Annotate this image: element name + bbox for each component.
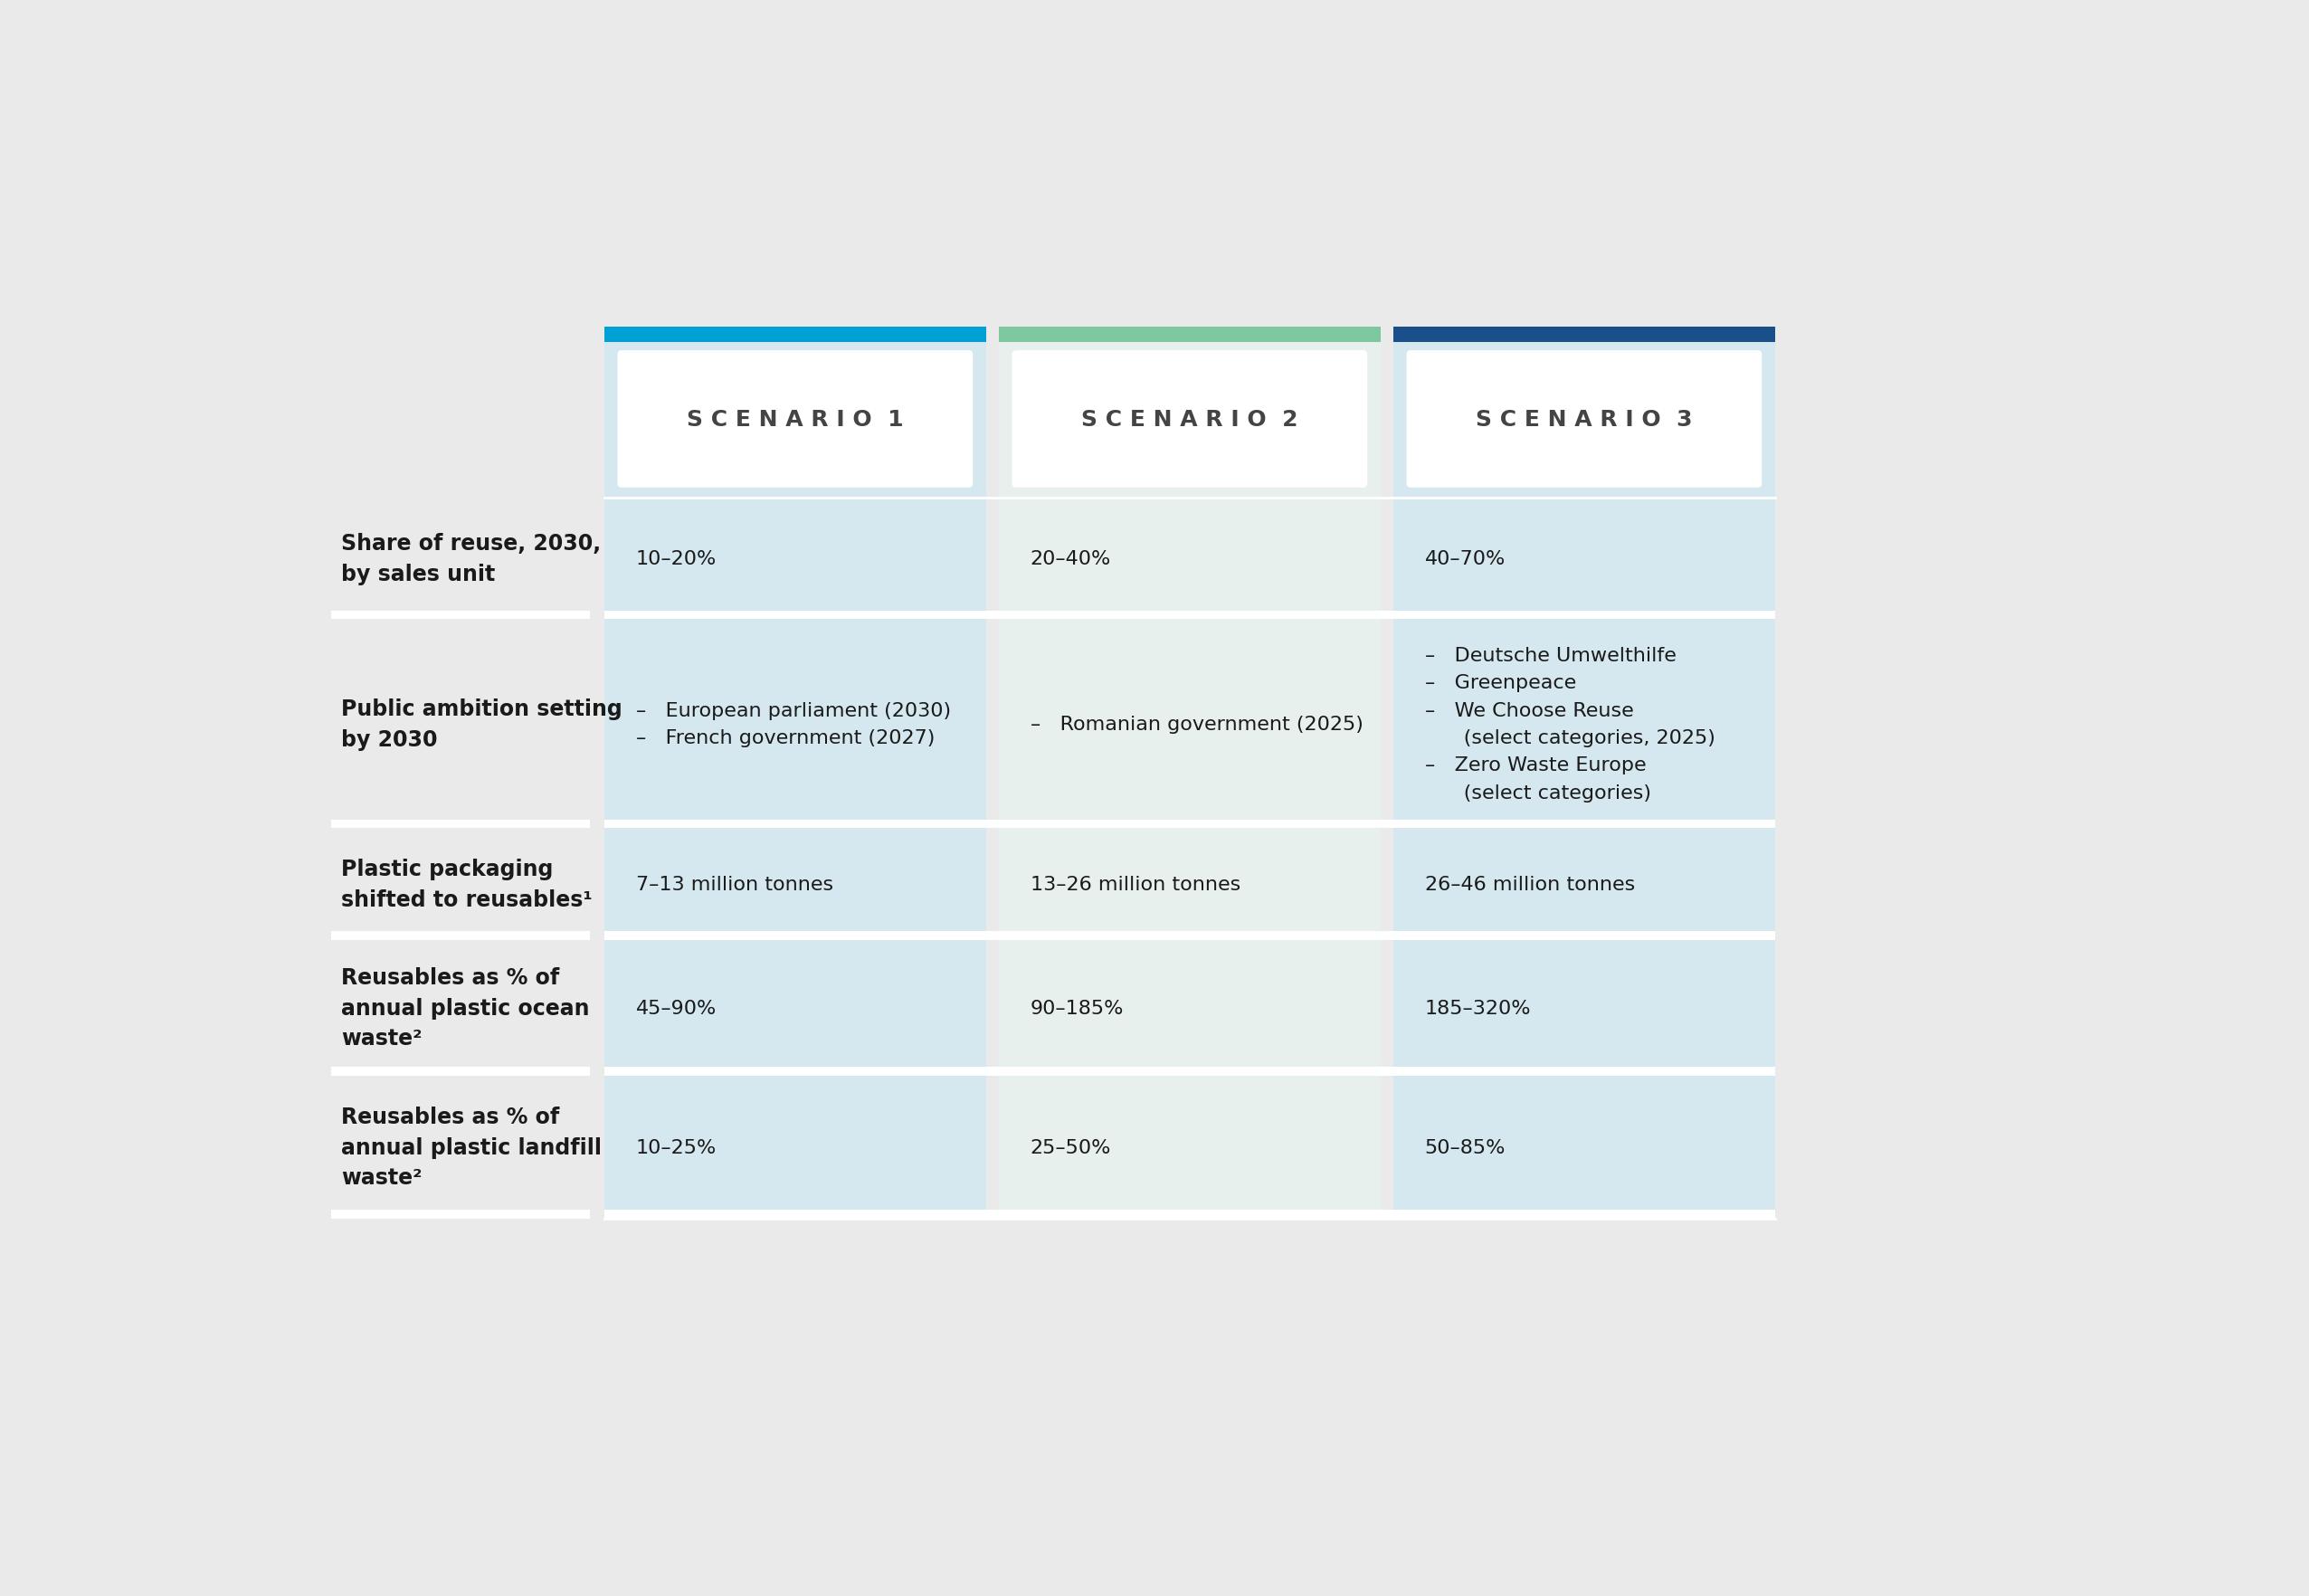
- Bar: [1000, 327, 1381, 343]
- Text: 7–13 million tonnes: 7–13 million tonnes: [635, 875, 834, 894]
- Text: 25–50%: 25–50%: [1030, 1138, 1111, 1156]
- Bar: [330, 1068, 591, 1076]
- Text: –   European parliament (2030)
–   French government (2027): – European parliament (2030) – French go…: [635, 701, 951, 747]
- Bar: [1392, 327, 1776, 343]
- Text: –   Romanian government (2025): – Romanian government (2025): [1030, 715, 1362, 733]
- FancyBboxPatch shape: [1011, 351, 1367, 488]
- Bar: [605, 611, 1776, 619]
- FancyBboxPatch shape: [1406, 351, 1762, 488]
- Bar: [986, 327, 1000, 1218]
- Bar: [1000, 327, 1381, 1218]
- Bar: [1392, 327, 1776, 1218]
- Text: 40–70%: 40–70%: [1425, 549, 1505, 568]
- Text: Reusables as % of
annual plastic ocean
waste²: Reusables as % of annual plastic ocean w…: [342, 967, 589, 1049]
- Bar: [330, 932, 591, 940]
- Bar: [605, 820, 1776, 828]
- Text: –   Deutsche Umwelthilfe
–   Greenpeace
–   We Choose Reuse
      (select catego: – Deutsche Umwelthilfe – Greenpeace – We…: [1425, 646, 1716, 801]
- Bar: [330, 611, 591, 619]
- Text: 10–20%: 10–20%: [635, 549, 716, 568]
- FancyBboxPatch shape: [617, 351, 972, 488]
- Text: 20–40%: 20–40%: [1030, 549, 1111, 568]
- Text: 10–25%: 10–25%: [635, 1138, 716, 1156]
- Text: 45–90%: 45–90%: [635, 999, 716, 1017]
- Text: 13–26 million tonnes: 13–26 million tonnes: [1030, 875, 1240, 894]
- Bar: [605, 327, 986, 343]
- Text: Reusables as % of
annual plastic landfill
waste²: Reusables as % of annual plastic landfil…: [342, 1106, 603, 1189]
- Bar: [330, 820, 591, 828]
- Text: 26–46 million tonnes: 26–46 million tonnes: [1425, 875, 1635, 894]
- Text: S C E N A R I O  2: S C E N A R I O 2: [1081, 409, 1298, 431]
- Text: Plastic packaging
shifted to reusables¹: Plastic packaging shifted to reusables¹: [342, 859, 593, 910]
- Bar: [605, 1068, 1776, 1076]
- Bar: [605, 327, 986, 1218]
- Bar: [605, 932, 1776, 940]
- Bar: [591, 327, 605, 1218]
- Text: 185–320%: 185–320%: [1425, 999, 1531, 1017]
- Bar: [330, 1210, 591, 1218]
- Text: 90–185%: 90–185%: [1030, 999, 1124, 1017]
- Text: Share of reuse, 2030,
by sales unit: Share of reuse, 2030, by sales unit: [342, 533, 600, 584]
- Text: 50–85%: 50–85%: [1425, 1138, 1505, 1156]
- Text: S C E N A R I O  1: S C E N A R I O 1: [686, 409, 903, 431]
- Text: Public ambition setting
by 2030: Public ambition setting by 2030: [342, 697, 623, 750]
- Bar: [1381, 327, 1392, 1218]
- Text: S C E N A R I O  3: S C E N A R I O 3: [1475, 409, 1692, 431]
- Bar: [605, 1210, 1776, 1218]
